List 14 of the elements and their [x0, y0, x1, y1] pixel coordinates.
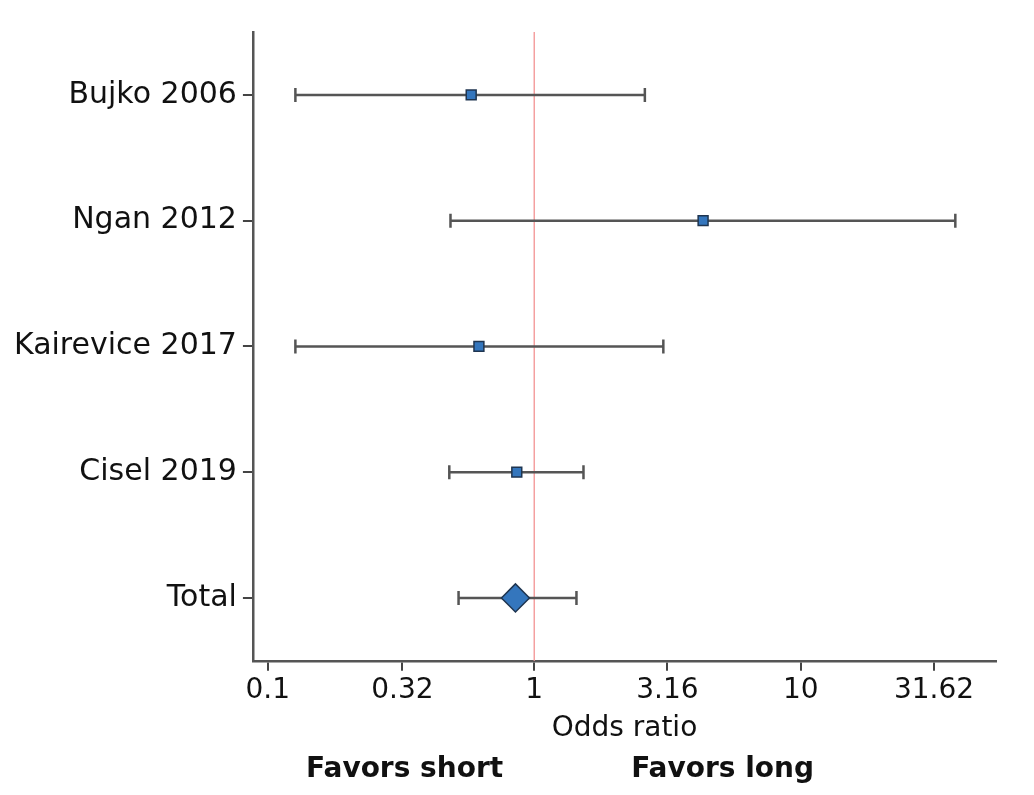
y-tick-label: Cisel 2019 — [79, 451, 237, 487]
x-axis-title: Odds ratio — [551, 710, 698, 744]
y-tick-label: Ngan 2012 — [72, 200, 237, 236]
y-tick-label: Kairevice 2017 — [14, 326, 237, 362]
x-tick-label: 10 — [782, 671, 819, 705]
x-tick-label: 31.62 — [893, 671, 975, 705]
x-tick-label: 0.32 — [371, 671, 434, 705]
x-tick-label: 1 — [525, 671, 544, 705]
text: Favors long — [631, 750, 815, 786]
text: Favors short — [306, 750, 504, 786]
x-tick-label: 0.1 — [245, 671, 290, 705]
y-tick-label: Total — [165, 577, 237, 613]
x-tick-label: 3.16 — [636, 671, 699, 705]
y-tick-label: Bujko 2006 — [68, 74, 237, 110]
